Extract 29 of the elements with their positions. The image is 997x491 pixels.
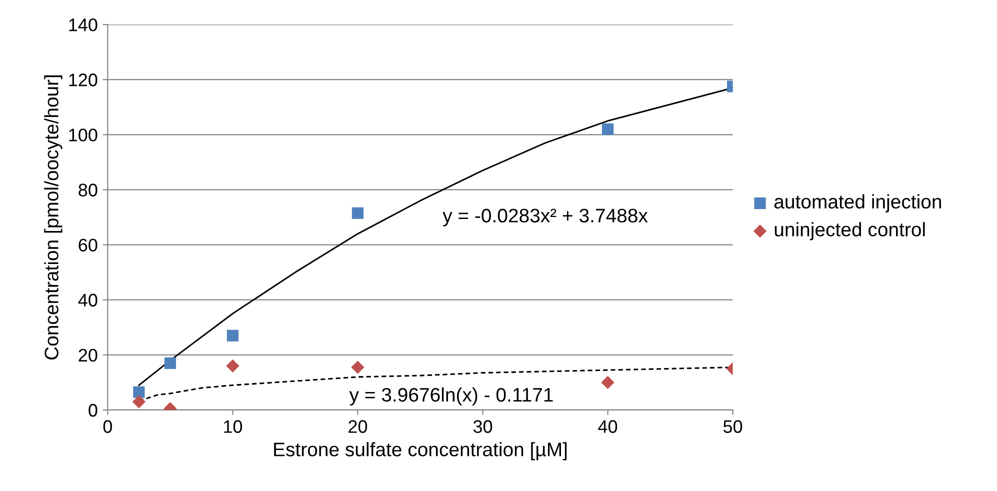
point <box>602 123 614 135</box>
legend-label: automated injection <box>774 194 941 212</box>
x-axis-title: Estrone sulfate concentration [µM] <box>274 442 567 460</box>
point <box>601 376 614 390</box>
x-tick-label: 0 <box>103 420 112 433</box>
x-tick-label: 50 <box>723 420 742 433</box>
x-tick-label: 30 <box>473 420 492 433</box>
point <box>133 386 145 398</box>
annotation: y = -0.0283x² + 3.7488x <box>442 208 648 226</box>
y-tick-label: 100 <box>69 128 98 142</box>
point <box>226 359 240 373</box>
y-tick-label: 80 <box>78 184 98 196</box>
y-tick-label: 140 <box>69 18 98 32</box>
y-tick-label: 60 <box>78 238 98 252</box>
y-tick-label: 120 <box>69 74 98 86</box>
point <box>352 207 364 219</box>
y-tick-label: 40 <box>78 294 98 307</box>
point <box>132 395 146 408</box>
x-tick-label: 20 <box>348 420 368 433</box>
point <box>226 330 239 342</box>
y-tick-label: 0 <box>88 404 98 417</box>
x-tick-label: 40 <box>598 420 618 433</box>
annotation: y = 3.9676ln(x) - 0.1171 <box>349 387 553 406</box>
y-axis-title: Concentration [pmol/oocyte/hour] <box>44 75 62 360</box>
x-tick-label: 10 <box>224 420 242 433</box>
point <box>164 357 176 369</box>
point <box>351 360 364 374</box>
legend-label: uninjected control <box>774 222 925 240</box>
y-tick-label: 20 <box>78 348 98 362</box>
